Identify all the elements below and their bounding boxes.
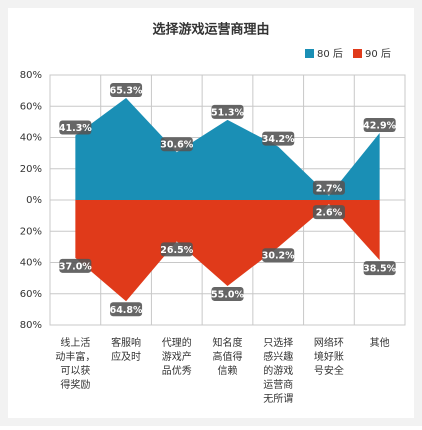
x-tick-label: 知名度高值得信赖 bbox=[213, 336, 243, 377]
y-tick-label: 80% bbox=[20, 320, 42, 331]
data-label: 65.3% bbox=[110, 82, 143, 97]
data-label-text: 55.0% bbox=[211, 289, 244, 300]
legend-label: 90 后 bbox=[365, 48, 391, 60]
x-tick-label: 其他 bbox=[370, 336, 390, 349]
y-tick-label: 0% bbox=[26, 195, 42, 206]
y-tick-label: 40% bbox=[20, 133, 42, 144]
data-label-box bbox=[110, 302, 143, 317]
data-label-box bbox=[262, 131, 295, 146]
data-label-box bbox=[211, 286, 244, 301]
x-tick-label: 网络环境好账号安全 bbox=[314, 336, 344, 377]
data-label: 30.2% bbox=[262, 248, 295, 263]
data-label: 2.6% bbox=[312, 205, 345, 220]
data-label-text: 65.3% bbox=[110, 85, 143, 96]
data-label-text: 34.2% bbox=[262, 134, 295, 145]
legend-swatch bbox=[353, 49, 362, 58]
data-label-box bbox=[160, 242, 193, 257]
data-label-text: 30.2% bbox=[262, 251, 295, 262]
data-label: 26.5% bbox=[160, 242, 194, 257]
x-tick-label: 代理的游戏产品优秀 bbox=[162, 336, 192, 377]
data-label-text: 64.8% bbox=[110, 305, 143, 316]
y-tick-label: 20% bbox=[20, 226, 42, 237]
x-tick-label: 客服响应及时 bbox=[111, 336, 141, 363]
data-label-box bbox=[160, 137, 193, 152]
area bbox=[75, 200, 380, 302]
data-label: 41.3% bbox=[59, 120, 92, 135]
data-label-text: 42.9% bbox=[363, 120, 396, 131]
data-label-text: 30.6% bbox=[160, 140, 193, 151]
data-label: 30.6% bbox=[160, 137, 194, 152]
data-label-box bbox=[363, 261, 396, 276]
data-label-box bbox=[211, 104, 244, 119]
data-label-box bbox=[59, 258, 92, 273]
data-label-text: 2.7% bbox=[316, 183, 343, 194]
legend-swatch bbox=[305, 49, 314, 58]
data-label-box bbox=[312, 180, 345, 195]
data-label: 34.2% bbox=[262, 131, 295, 146]
data-label: 38.5% bbox=[363, 261, 397, 276]
area bbox=[75, 97, 380, 200]
x-tick-label: 只选择感兴趣的游戏运营商无所谓 bbox=[263, 336, 293, 405]
data-label-text: 26.5% bbox=[160, 245, 193, 256]
data-label: 42.9% bbox=[363, 117, 397, 132]
x-tick-label: 线上活动丰富，可以获得奖励 bbox=[55, 336, 95, 391]
legend-label: 80 后 bbox=[317, 48, 343, 60]
data-label-box bbox=[262, 248, 295, 263]
data-label-box bbox=[363, 117, 396, 132]
data-label-text: 37.0% bbox=[59, 261, 92, 272]
data-label: 55.0% bbox=[211, 286, 244, 301]
data-label: 51.3% bbox=[211, 104, 244, 119]
data-label-text: 51.3% bbox=[211, 107, 244, 118]
y-tick-label: 80% bbox=[20, 70, 42, 81]
data-label-text: 38.5% bbox=[363, 264, 396, 275]
data-label-box bbox=[110, 82, 143, 97]
data-label-text: 41.3% bbox=[59, 123, 92, 134]
y-tick-label: 60% bbox=[20, 289, 42, 300]
data-label-box bbox=[59, 120, 92, 135]
chart-title: 选择游戏运营商理由 bbox=[152, 22, 269, 38]
data-label: 37.0% bbox=[59, 258, 92, 273]
data-label: 64.8% bbox=[110, 302, 143, 317]
data-label-box bbox=[312, 205, 345, 220]
data-label-text: 2.6% bbox=[316, 208, 343, 219]
y-tick-label: 60% bbox=[20, 101, 42, 112]
data-label: 2.7% bbox=[312, 180, 345, 195]
y-tick-label: 20% bbox=[20, 164, 42, 175]
y-tick-label: 40% bbox=[20, 258, 42, 269]
